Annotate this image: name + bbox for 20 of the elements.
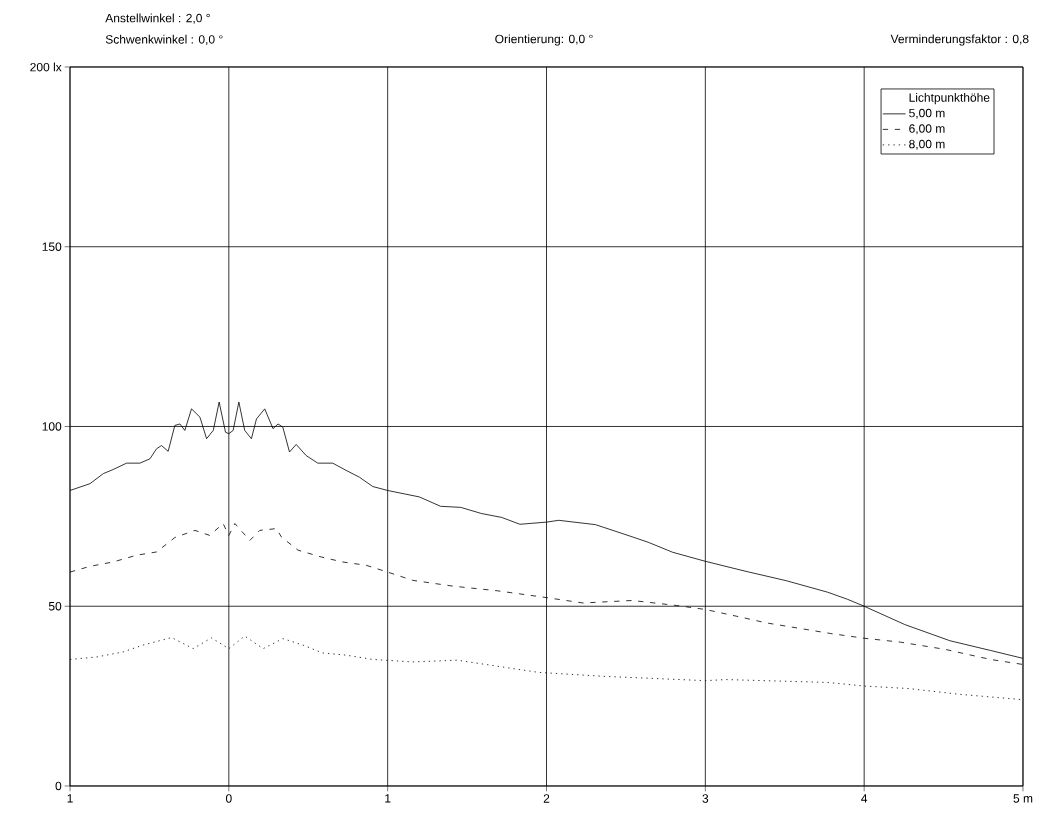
text: Schwenkwinkel : 0,0 ° [105, 34, 223, 46]
x-tick-label: 1 [385, 794, 391, 803]
x-tick-label: 2 [543, 794, 550, 803]
legend-label: 5,00 m [909, 108, 945, 119]
x-tick-label: 3 [702, 794, 709, 803]
y-tick-label: 50 [48, 601, 62, 611]
x-tick-label: 5 m [1013, 794, 1033, 803]
x-tick-label: 1 [67, 794, 73, 803]
legend-label: 6,00 m [909, 124, 945, 135]
text: Orientierung: 0,0 ° [495, 34, 593, 46]
y-tick-label: 150 [42, 242, 62, 251]
text: Verminderungsfaktor : 0,8 [890, 34, 1029, 46]
y-tick-label: 0 [55, 781, 62, 791]
legend-title: Lichtpunkthöhe [909, 92, 990, 105]
y-tick-label: 200 lx [30, 62, 62, 72]
legend-label: 8,00 m [909, 139, 945, 150]
text: Anstellwinkel : 2,0 ° [105, 13, 210, 24]
x-tick-label: 0 [225, 794, 232, 803]
y-tick-label: 100 [42, 422, 62, 431]
x-tick-label: 4 [861, 794, 868, 803]
